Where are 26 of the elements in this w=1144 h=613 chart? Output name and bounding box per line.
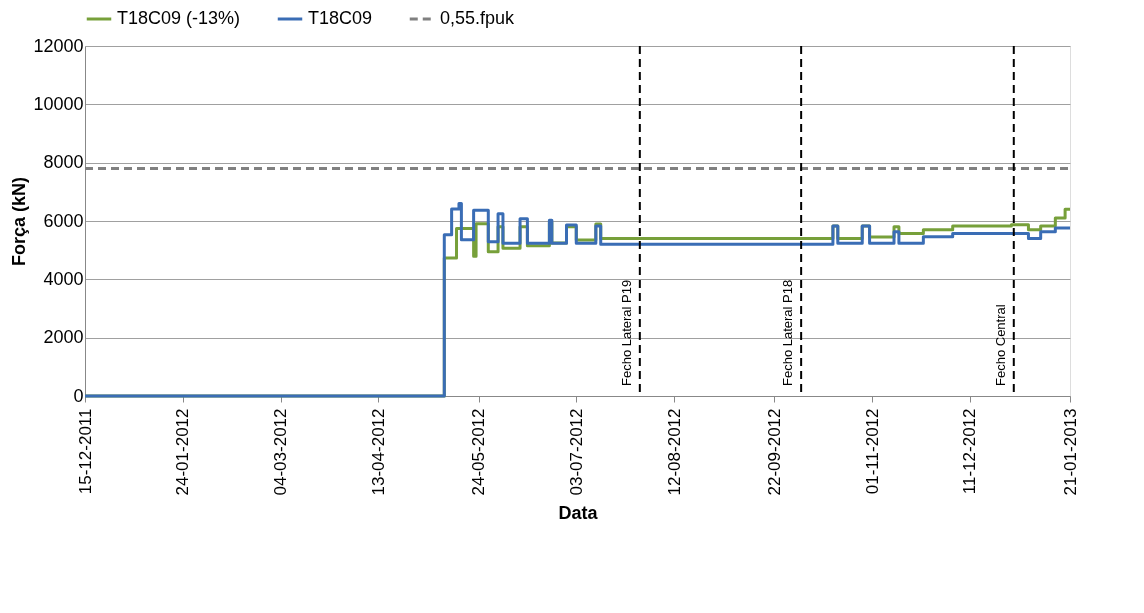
- legend-label: T18C09 (-13%): [117, 8, 241, 28]
- x-tick-label: 24-05-2012: [469, 408, 489, 496]
- legend-label: 0,55.fpuk: [440, 8, 516, 28]
- ref-line-label: Fecho Lateral P19: [618, 279, 634, 386]
- y-tick-label: 4000: [43, 268, 84, 289]
- y-tick-label: 12000: [33, 35, 84, 56]
- x-tick-label: 12-08-2012: [664, 408, 684, 496]
- legend-label: T18C09: [308, 8, 373, 28]
- y-tick-label: 0: [73, 385, 84, 406]
- x-tick-label: 01-11-2012: [862, 408, 882, 495]
- x-tick-label: 13-04-2012: [368, 408, 388, 496]
- y-axis-title: Força (kN): [9, 176, 30, 267]
- x-tick-label: 21-01-2013: [1060, 408, 1080, 496]
- y-tick-label: 6000: [43, 210, 84, 231]
- x-tick-label: 22-09-2012: [764, 408, 784, 496]
- x-tick-label: 04-03-2012: [271, 408, 291, 496]
- x-tick-label: 24-01-2012: [173, 408, 193, 496]
- x-tick-label: 03-07-2012: [566, 408, 586, 496]
- y-tick-label: 10000: [33, 93, 84, 114]
- ref-line-label: Fecho Lateral P18: [780, 279, 796, 386]
- y-tick-label: 2000: [43, 327, 84, 348]
- x-axis-title: Data: [558, 503, 599, 524]
- x-tick-label: 11-12-2012: [960, 408, 980, 495]
- y-tick-label: 8000: [43, 152, 84, 173]
- ref-line-label: Fecho Central: [992, 304, 1008, 386]
- x-tick-label: 15-12-2011: [75, 408, 95, 495]
